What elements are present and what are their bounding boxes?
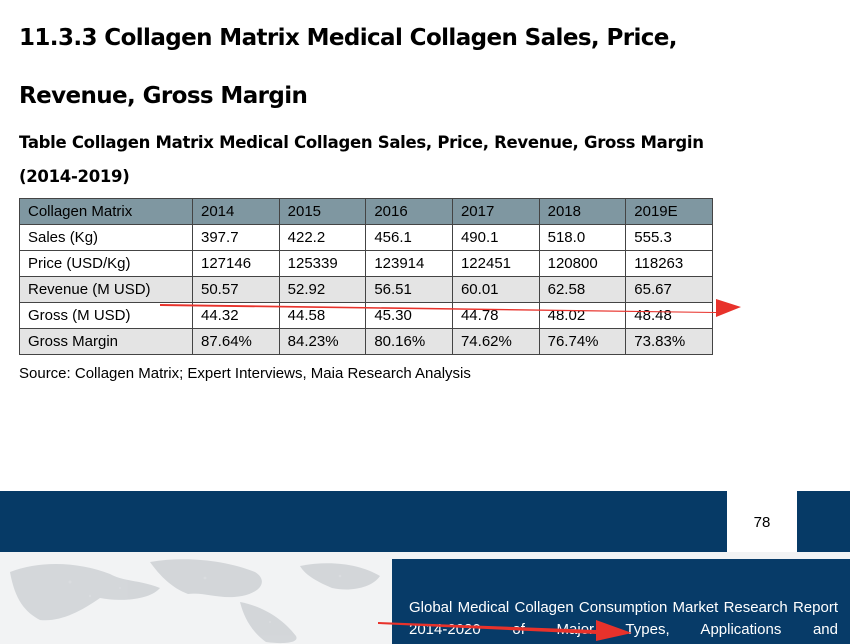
table-cell: 123914 [365, 250, 453, 277]
table-cell: 44.78 [451, 302, 540, 329]
table-cell: 87.64% [192, 328, 280, 355]
table-cell: 65.67 [625, 276, 713, 303]
row-label-cell: Price (USD/Kg) [19, 250, 193, 277]
table-cell: 120800 [538, 250, 627, 277]
table-cell: 125339 [278, 250, 367, 277]
source-note: Source: Collagen Matrix; Expert Intervie… [19, 365, 471, 382]
table-cell: 48.02 [538, 302, 627, 329]
table-row: Revenue (M USD) 50.57 52.92 56.51 60.01 … [19, 276, 713, 303]
table-header-cell: 2016 [365, 198, 453, 225]
table-row: Gross Margin 87.64% 84.23% 80.16% 74.62%… [19, 328, 713, 355]
table-cell: 456.1 [365, 224, 453, 251]
table-cell: 518.0 [538, 224, 627, 251]
table-header-cell: 2018 [538, 198, 627, 225]
report-title: Global Medical Collagen Consumption Mark… [409, 599, 838, 638]
page-number-box: 78 [727, 491, 797, 553]
report-title-box: Global Medical Collagen Consumption Mark… [392, 559, 850, 644]
table-cell: 50.57 [192, 276, 280, 303]
table-cell: 127146 [192, 250, 280, 277]
section-heading: 11.3.3 Collagen Matrix Medical Collagen … [19, 25, 678, 109]
world-map-graphic [10, 559, 380, 644]
table-cell: 73.83% [625, 328, 713, 355]
table-cell: 60.01 [451, 276, 540, 303]
row-label-cell: Gross (M USD) [19, 302, 193, 329]
table-cell: 555.3 [625, 224, 713, 251]
table-cell: 118263 [625, 250, 713, 277]
table-cell: 44.58 [278, 302, 367, 329]
table-cell: 45.30 [365, 302, 453, 329]
table-header-row: Collagen Matrix 2014 2015 2016 2017 2018… [19, 198, 713, 225]
page-number: 78 [753, 513, 771, 531]
data-table: Collagen Matrix 2014 2015 2016 2017 2018… [19, 198, 713, 355]
table-header-cell: 2015 [278, 198, 367, 225]
row-label-cell: Revenue (M USD) [19, 276, 193, 303]
table-cell: 48.48 [625, 302, 713, 329]
table-row: Sales (Kg) 397.7 422.2 456.1 490.1 518.0… [19, 224, 713, 251]
table-cell: 44.32 [192, 302, 280, 329]
table-row: Gross (M USD) 44.32 44.58 45.30 44.78 48… [19, 302, 713, 329]
table-cell: 122451 [451, 250, 540, 277]
table-row: Price (USD/Kg) 127146 125339 123914 1224… [19, 250, 713, 277]
table-header-cell: 2014 [192, 198, 280, 225]
table-cell: 490.1 [451, 224, 540, 251]
row-label-cell: Sales (Kg) [19, 224, 193, 251]
table-header-cell: Collagen Matrix [19, 198, 193, 225]
table-header-cell: 2017 [451, 198, 540, 225]
table-cell: 422.2 [278, 224, 367, 251]
footer-band [0, 491, 850, 552]
table-header-cell: 2019E [625, 198, 713, 225]
table-cell: 74.62% [451, 328, 540, 355]
table-cell: 397.7 [192, 224, 280, 251]
table-cell: 76.74% [538, 328, 627, 355]
table-title: Table Collagen Matrix Medical Collagen S… [19, 133, 704, 186]
table-cell: 56.51 [365, 276, 453, 303]
table-cell: 52.92 [278, 276, 367, 303]
row-label-cell: Gross Margin [19, 328, 193, 355]
table-cell: 80.16% [365, 328, 453, 355]
table-cell: 62.58 [538, 276, 627, 303]
table-cell: 84.23% [278, 328, 367, 355]
